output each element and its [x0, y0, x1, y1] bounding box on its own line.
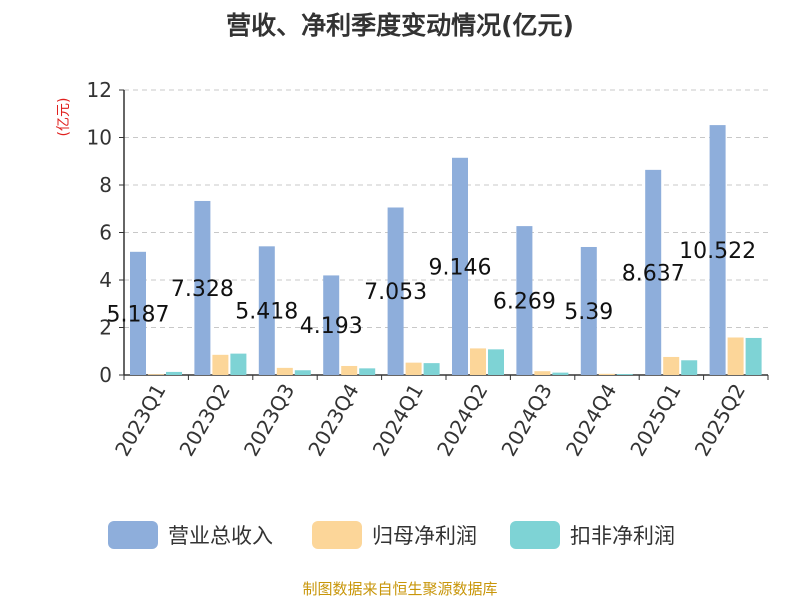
revenue-bar — [709, 125, 726, 375]
y-tick-label: 2 — [99, 316, 112, 340]
y-tick-label: 4 — [99, 268, 112, 292]
deducted-net-profit-bar — [616, 374, 633, 375]
y-tick-label: 8 — [99, 173, 112, 197]
legend-swatch — [108, 521, 158, 549]
revenue-bar — [516, 226, 533, 375]
legend-swatch — [312, 521, 362, 549]
y-tick-label: 0 — [99, 363, 112, 387]
legend-label: 归母净利润 — [372, 524, 477, 548]
revenue-data-label: 8.637 — [622, 261, 685, 286]
y-tick-label: 12 — [87, 78, 112, 102]
net-profit-bar — [470, 348, 486, 375]
deducted-net-profit-bar — [359, 368, 376, 375]
deducted-net-profit-bar — [166, 371, 182, 375]
x-tick-label: 2023Q1 — [110, 380, 170, 461]
chart-title: 营收、净利季度变动情况(亿元) — [226, 11, 574, 40]
net-profit-bar — [405, 362, 422, 375]
deducted-net-profit-bar — [552, 372, 569, 375]
x-tick-label: 2023Q2 — [174, 380, 234, 461]
deducted-net-profit-bar — [423, 363, 440, 375]
net-profit-bar — [212, 354, 229, 375]
revenue-bar — [258, 246, 275, 375]
revenue-data-label: 9.146 — [429, 255, 492, 280]
data-source-note: 制图数据来自恒生聚源数据库 — [302, 580, 498, 598]
x-tick-label: 2024Q4 — [561, 380, 621, 461]
y-tick-label: 6 — [99, 221, 112, 245]
revenue-data-label: 5.418 — [235, 300, 298, 325]
x-tick-label: 2024Q2 — [432, 380, 492, 461]
deducted-net-profit-bar — [294, 370, 311, 375]
net-profit-bar — [598, 373, 615, 375]
deducted-net-profit-bar — [745, 337, 762, 375]
revenue-bar — [580, 246, 597, 375]
revenue-data-label: 10.522 — [679, 239, 756, 264]
x-tick-label: 2023Q3 — [239, 380, 299, 461]
net-profit-bar — [341, 365, 358, 375]
net-profit-bar — [727, 337, 744, 375]
revenue-data-label: 5.187 — [107, 302, 170, 327]
net-profit-bar — [276, 367, 293, 375]
revenue-bar — [130, 251, 146, 375]
revenue-bar — [323, 275, 340, 375]
revenue-data-label: 6.269 — [493, 290, 556, 315]
x-tick-label: 2023Q4 — [303, 380, 363, 461]
revenue-data-label: 7.328 — [171, 277, 234, 302]
revenue-bar — [645, 169, 662, 375]
x-tick-label: 2024Q1 — [368, 380, 428, 461]
revenue-bar — [194, 200, 211, 375]
net-profit-bar — [663, 356, 680, 375]
deducted-net-profit-bar — [488, 349, 504, 375]
legend-swatch — [510, 521, 560, 549]
revenue-bar — [387, 207, 404, 375]
y-axis-label: (亿元) — [56, 98, 72, 137]
x-tick-label: 2025Q1 — [625, 380, 685, 461]
deducted-net-profit-bar — [681, 360, 698, 375]
deducted-net-profit-bar — [230, 353, 247, 375]
legend-label: 扣非净利润 — [570, 524, 675, 548]
revenue-data-label: 7.053 — [364, 280, 427, 305]
x-tick-label: 2025Q2 — [690, 380, 750, 461]
net-profit-bar — [148, 374, 164, 375]
legend-label: 营业总收入 — [168, 524, 273, 548]
revenue-data-label: 4.193 — [300, 314, 363, 339]
y-tick-label: 10 — [87, 126, 112, 150]
net-profit-bar — [534, 371, 551, 375]
revenue-data-label: 5.39 — [564, 300, 613, 325]
x-tick-label: 2024Q3 — [496, 380, 556, 461]
revenue-bar — [452, 157, 468, 375]
